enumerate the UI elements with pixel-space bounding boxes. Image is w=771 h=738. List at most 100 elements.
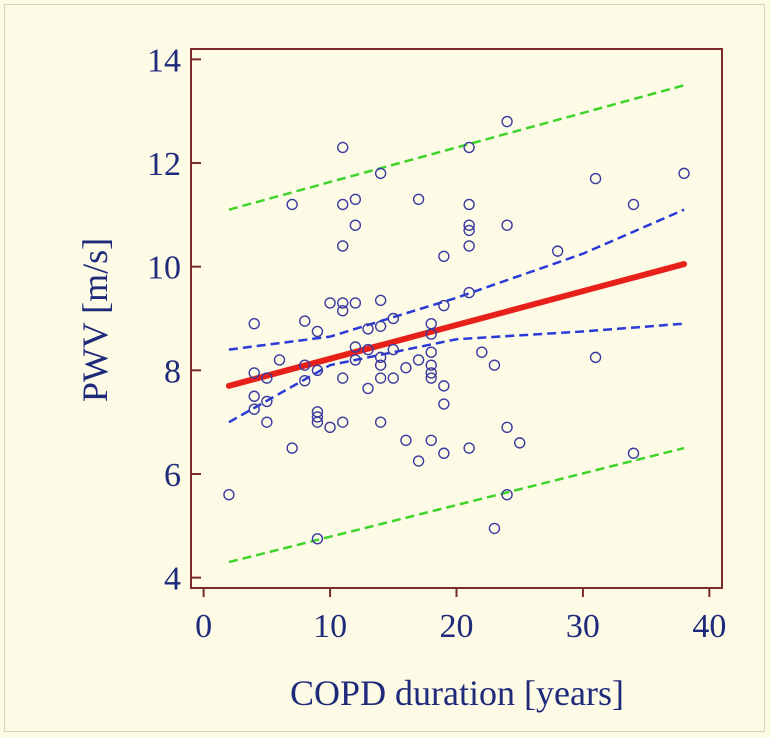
data-point (286, 442, 298, 454)
data-point (463, 224, 475, 237)
data-point (261, 372, 273, 384)
data-point (438, 398, 450, 410)
plot-axes (190, 48, 723, 589)
data-point (488, 359, 501, 371)
chart-panel: 0 10 20 30 40 4 6 8 10 12 14 COPD duration [years… (4, 4, 765, 732)
x-tick-label: 0 (195, 608, 212, 645)
data-point (337, 372, 349, 384)
data-point (311, 364, 324, 377)
x-axis-ticks: 0 10 20 30 40 (195, 588, 726, 645)
data-point (678, 167, 690, 180)
data-point (248, 390, 260, 402)
data-point (311, 416, 324, 428)
y-tick-label: 4 (164, 561, 181, 598)
data-point (374, 359, 387, 371)
data-point (425, 317, 437, 330)
data-point (337, 240, 349, 252)
data-point (463, 198, 475, 211)
data-point (349, 341, 362, 353)
data-point (425, 328, 437, 340)
data-point (337, 305, 349, 317)
data-point (438, 250, 450, 263)
data-point (463, 219, 475, 231)
data-point (337, 416, 349, 428)
data-point (299, 359, 311, 371)
x-tick-label: 40 (692, 608, 726, 645)
data-point (299, 374, 311, 387)
data-point (438, 299, 450, 312)
y-axis-ticks: 4 6 8 10 12 14 (147, 42, 201, 598)
prediction-band-lower (228, 446, 685, 564)
data-point (425, 372, 437, 384)
plot-frame (190, 48, 723, 589)
data-point (425, 359, 437, 371)
data-point (501, 421, 513, 434)
y-tick-label: 8 (164, 353, 181, 390)
data-point (362, 343, 374, 356)
data-point (438, 447, 450, 459)
data-point (362, 382, 374, 395)
data-point (248, 367, 260, 379)
data-point (589, 172, 602, 185)
data-point (425, 367, 437, 379)
data-point (514, 437, 526, 449)
confidence-band (228, 208, 685, 424)
data-point (374, 294, 387, 307)
scatter-chart: 0 10 20 30 40 4 6 8 10 12 14 COPD duration [years… (75, 42, 726, 713)
data-point (387, 372, 399, 384)
data-point (488, 522, 501, 535)
data-point (501, 489, 513, 501)
confidence-band-lower (228, 322, 685, 424)
data-point (412, 193, 425, 205)
data-point (248, 403, 260, 415)
prediction-band-upper (228, 84, 685, 211)
data-point (425, 346, 437, 358)
data-point (551, 245, 564, 257)
data-point (627, 198, 640, 211)
data-point (261, 416, 273, 428)
x-tick-label: 20 (440, 608, 474, 645)
data-point (337, 297, 349, 309)
data-point (311, 533, 324, 545)
data-point (374, 372, 387, 384)
data-point (387, 312, 399, 325)
data-point (349, 193, 362, 205)
data-point (463, 240, 475, 252)
data-points (223, 115, 690, 545)
y-tick-label: 10 (147, 250, 181, 287)
data-point (349, 219, 362, 231)
data-point (324, 421, 336, 434)
y-axis-title: PWV [m/s] (75, 238, 115, 402)
data-point (463, 286, 475, 299)
data-point (501, 219, 513, 231)
data-point (311, 411, 324, 423)
data-point (337, 198, 349, 211)
x-tick-label: 30 (566, 608, 600, 645)
y-tick-label: 12 (147, 146, 181, 183)
data-point (400, 362, 412, 374)
data-point (362, 323, 374, 335)
data-point (324, 297, 336, 309)
data-point (412, 354, 425, 366)
data-point (286, 198, 298, 211)
data-point (261, 395, 273, 408)
y-tick-label: 6 (164, 457, 181, 494)
data-point (248, 317, 260, 330)
data-point (311, 325, 324, 338)
regression-line (225, 261, 688, 389)
data-point (412, 455, 425, 467)
data-point (501, 115, 513, 128)
data-point (438, 380, 450, 392)
data-point (299, 315, 311, 327)
data-point (374, 416, 387, 428)
data-point (223, 489, 235, 501)
y-tick-label: 14 (147, 42, 181, 79)
data-point (374, 320, 387, 332)
regression-fit-line (225, 261, 688, 389)
data-point (463, 442, 475, 454)
x-tick-label: 10 (313, 608, 347, 645)
data-point (374, 351, 387, 364)
data-point (387, 343, 399, 356)
data-point (400, 434, 412, 446)
data-point (349, 354, 362, 366)
